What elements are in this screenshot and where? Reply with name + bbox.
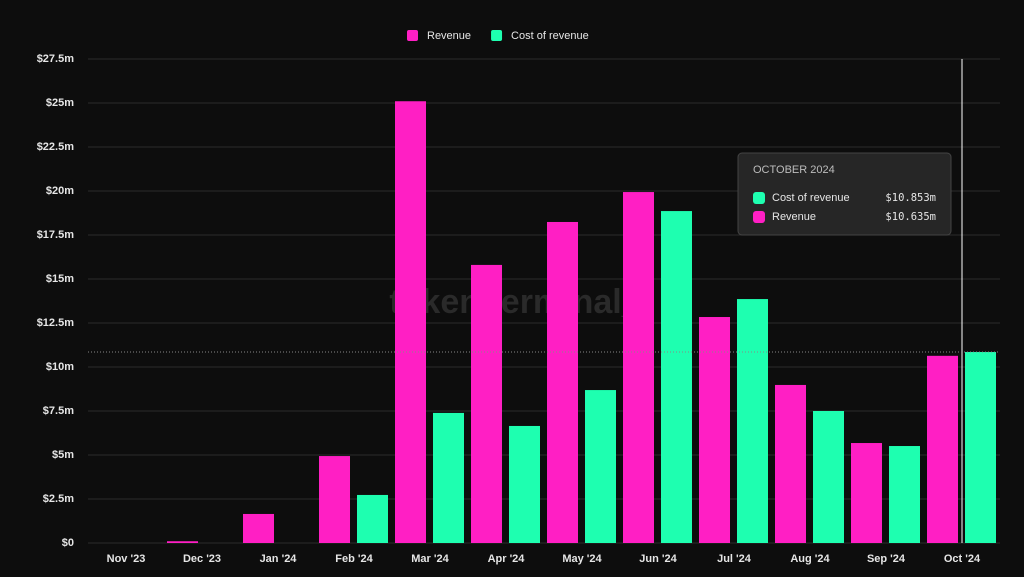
bar (319, 456, 350, 543)
y-tick-label: $25m (46, 97, 74, 109)
bar (357, 494, 388, 543)
tooltip: OCTOBER 2024 Cost of revenue $10.853m Reven… (737, 152, 952, 236)
legend-label: Revenue (427, 30, 471, 42)
x-tick-label: Apr '24 (488, 553, 526, 565)
bar (851, 443, 882, 543)
y-tick-label: $17.5m (37, 229, 75, 241)
x-tick-label: Dec '23 (183, 553, 221, 565)
bar (927, 355, 958, 543)
y-tick-label: $27.5m (37, 53, 75, 65)
x-tick-label: Feb '24 (335, 553, 373, 565)
bar (433, 412, 464, 543)
y-tick-label: $5m (52, 449, 74, 461)
y-tick-label: $12.5m (37, 317, 75, 329)
y-tick-label: $2.5m (43, 493, 74, 505)
watermark: token terminal_ (389, 283, 641, 321)
y-tick-label: $15m (46, 273, 74, 285)
y-tick-label: $0 (62, 537, 74, 549)
tooltip-swatch (753, 211, 765, 223)
bar (395, 101, 426, 544)
bar (471, 264, 502, 543)
x-tick-label: Jan '24 (260, 553, 298, 565)
bar (585, 390, 616, 543)
bar (889, 446, 920, 543)
bar (167, 541, 198, 543)
bar (699, 317, 730, 543)
legend-swatch (491, 30, 503, 41)
x-tick-label: Oct '24 (944, 553, 981, 565)
y-tick-label: $7.5m (43, 405, 74, 417)
x-tick-label: Jul '24 (717, 553, 752, 565)
tooltip-value: $10.853m (885, 192, 936, 204)
bar (547, 221, 578, 543)
x-tick-label: Nov '23 (107, 553, 146, 565)
y-tick-label: $22.5m (37, 141, 75, 153)
y-tick-label: $20m (46, 185, 74, 197)
tooltip-swatch (753, 192, 765, 204)
bar (813, 411, 844, 543)
bar (509, 425, 540, 543)
x-tick-label: Jun '24 (639, 553, 677, 565)
bar (737, 299, 768, 543)
x-tick-label: Sep '24 (867, 553, 906, 565)
bar (661, 211, 692, 543)
legend-label: Cost of revenue (511, 30, 589, 42)
tooltip-name: Revenue (772, 211, 816, 223)
legend-swatch (407, 30, 418, 41)
bar (965, 351, 996, 543)
bar (623, 192, 654, 543)
bar (775, 384, 806, 543)
x-tick-label: May '24 (562, 553, 602, 565)
y-tick-label: $10m (46, 361, 74, 373)
bar (243, 513, 274, 543)
x-tick-label: Mar '24 (411, 553, 449, 565)
tooltip-box (737, 152, 952, 236)
tooltip-name: Cost of revenue (772, 192, 850, 204)
x-tick-label: Aug '24 (790, 553, 830, 565)
tooltip-title: OCTOBER 2024 (753, 164, 835, 176)
tooltip-value: $10.635m (885, 211, 936, 223)
